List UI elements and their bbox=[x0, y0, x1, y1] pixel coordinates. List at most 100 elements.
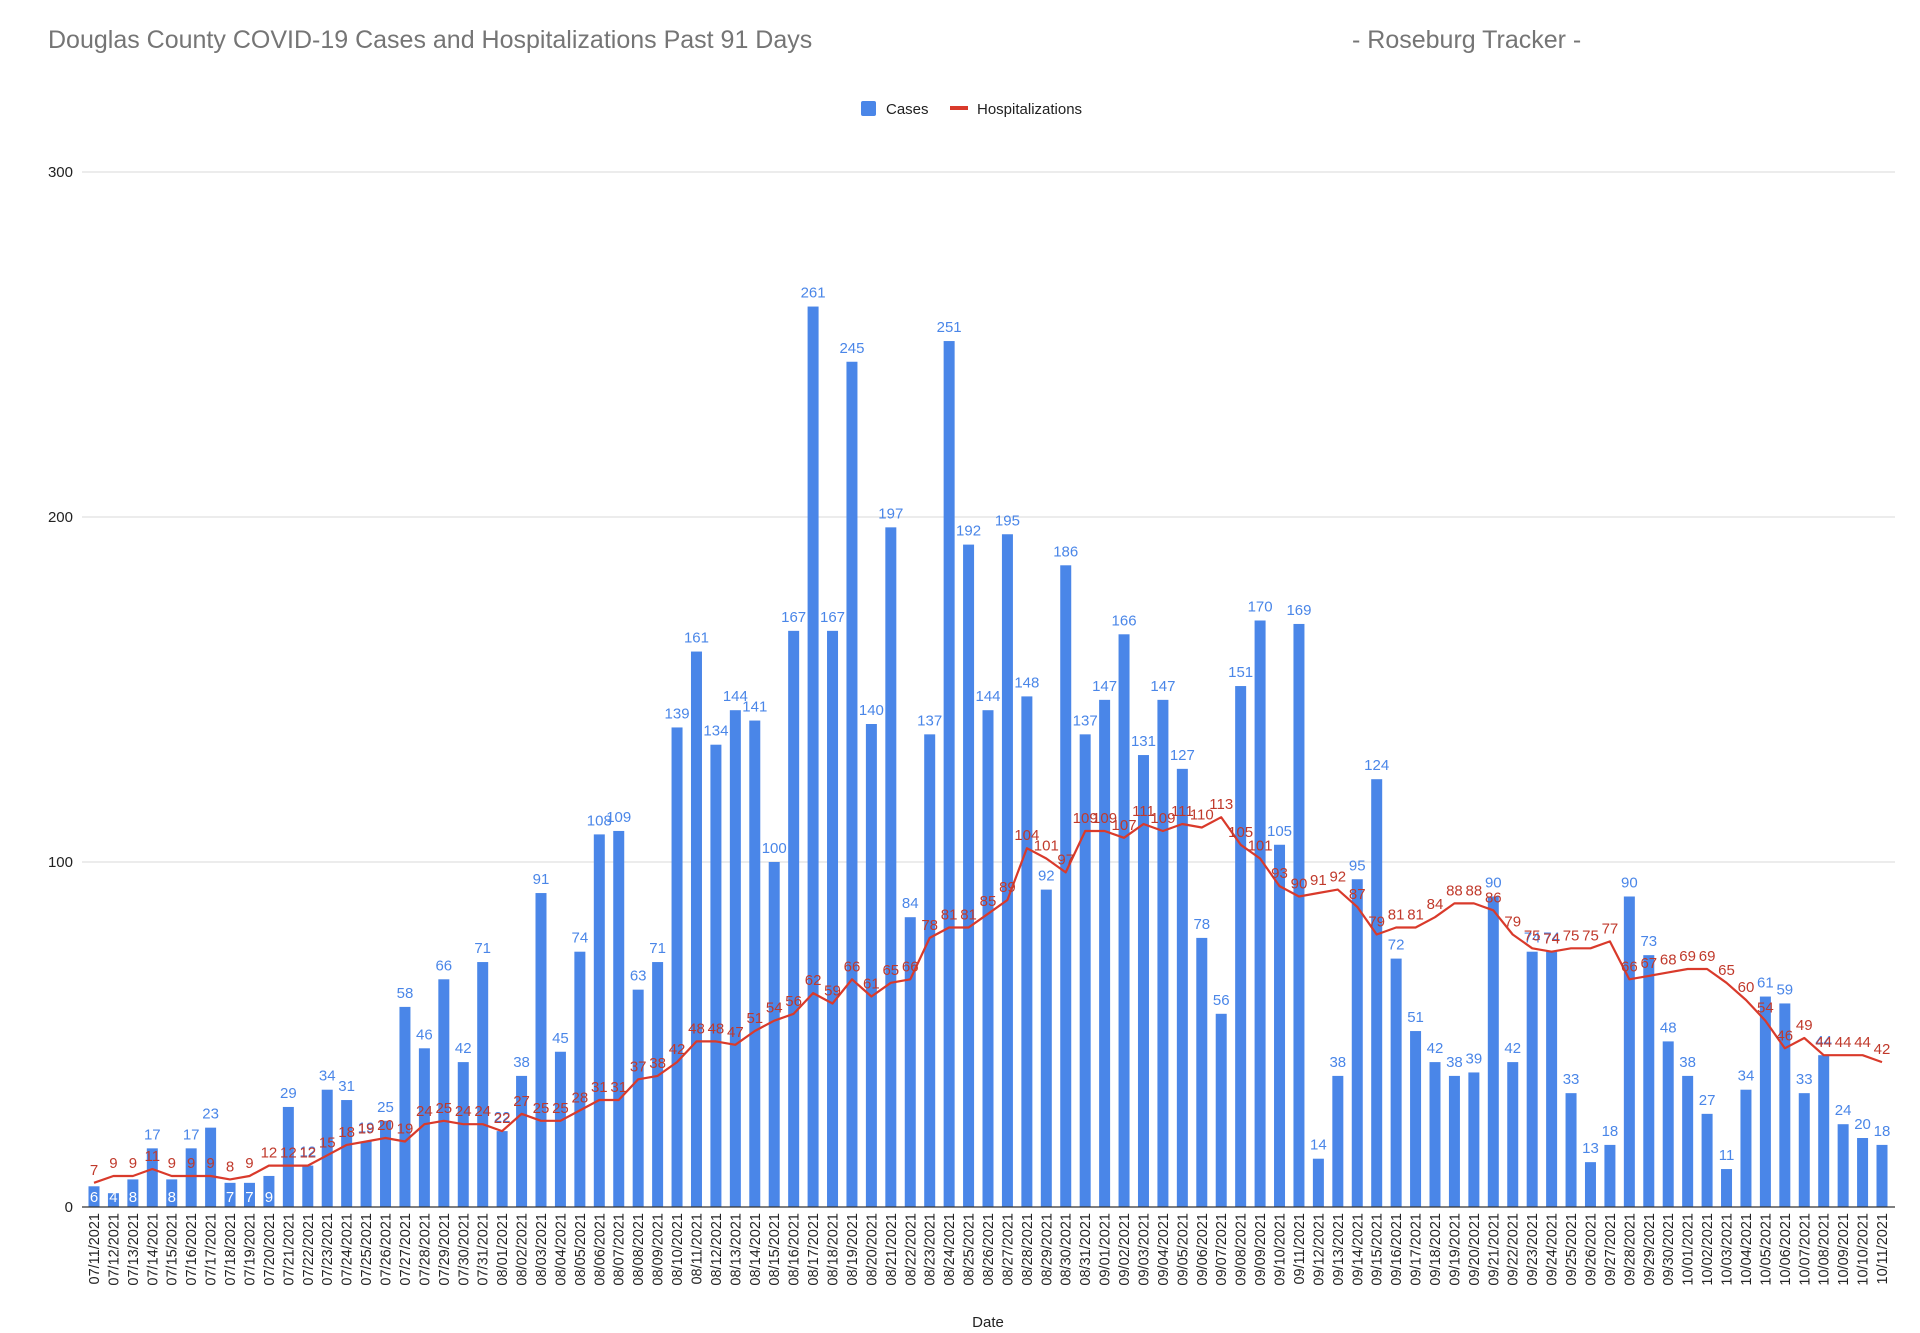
x-tick-label: 08/03/2021 bbox=[534, 1213, 550, 1286]
cases-data-label: 108 bbox=[587, 812, 612, 829]
cases-bars bbox=[88, 306, 1888, 1207]
cases-bar bbox=[1526, 951, 1538, 1207]
legend: Cases Hospitalizations bbox=[861, 101, 1082, 118]
x-tick-label: 08/31/2021 bbox=[1078, 1213, 1094, 1286]
cases-bar bbox=[1235, 686, 1247, 1207]
cases-bar bbox=[418, 1048, 430, 1207]
cases-data-label: 140 bbox=[859, 702, 884, 719]
cases-data-label: 51 bbox=[1407, 1009, 1424, 1026]
hospitalizations-data-label: 9 bbox=[168, 1155, 176, 1172]
x-tick-label: 07/27/2021 bbox=[398, 1213, 414, 1286]
cases-data-label: 91 bbox=[533, 871, 550, 888]
hospitalizations-data-label: 12 bbox=[280, 1145, 297, 1162]
hospitalizations-data-label: 11 bbox=[145, 1148, 161, 1165]
cases-bar bbox=[827, 630, 839, 1207]
x-tick-label: 09/27/2021 bbox=[1603, 1213, 1619, 1286]
cases-bar bbox=[477, 962, 489, 1207]
cases-data-label: 92 bbox=[1038, 868, 1055, 885]
cases-data-label: 131 bbox=[1131, 733, 1156, 750]
hospitalizations-data-label: 25 bbox=[533, 1100, 550, 1117]
hospitalizations-data-label: 9 bbox=[129, 1155, 137, 1172]
cases-bar bbox=[1118, 634, 1130, 1207]
chart-title: Douglas County COVID-19 Cases and Hospit… bbox=[48, 26, 812, 54]
hospitalizations-data-label: 15 bbox=[319, 1134, 336, 1151]
x-tick-label: 09/15/2021 bbox=[1370, 1213, 1386, 1286]
hospitalizations-data-label: 92 bbox=[1329, 869, 1346, 886]
cases-bar bbox=[107, 1193, 119, 1207]
cases-bar bbox=[1215, 1013, 1227, 1207]
hospitalizations-data-label: 49 bbox=[1796, 1017, 1813, 1034]
cases-data-label: 38 bbox=[1329, 1054, 1346, 1071]
cases-bar bbox=[496, 1131, 508, 1207]
hospitalizations-data-label: 66 bbox=[902, 958, 919, 975]
hospitalizations-data-label: 93 bbox=[1271, 865, 1288, 882]
cases-data-label: 42 bbox=[1427, 1040, 1444, 1057]
y-tick-label: 200 bbox=[48, 509, 73, 526]
hospitalizations-data-label: 25 bbox=[552, 1100, 569, 1117]
hospitalizations-data-label: 97 bbox=[1057, 851, 1074, 868]
cases-bar bbox=[1060, 565, 1072, 1207]
cases-bar bbox=[1001, 534, 1013, 1207]
x-tick-label: 09/30/2021 bbox=[1661, 1213, 1677, 1286]
hospitalizations-data-label: 88 bbox=[1466, 882, 1483, 899]
x-tick-label: 08/07/2021 bbox=[612, 1213, 628, 1286]
cases-bar bbox=[574, 951, 586, 1207]
hospitalizations-data-label: 48 bbox=[688, 1020, 705, 1037]
hospitalizations-data-label: 61 bbox=[863, 976, 880, 993]
x-tick-label: 09/23/2021 bbox=[1525, 1213, 1541, 1286]
cases-data-label: 48 bbox=[1660, 1019, 1677, 1036]
y-axis-ticks: 0 100 200 300 bbox=[48, 164, 73, 1216]
cases-bar bbox=[963, 544, 975, 1207]
x-tick-label: 10/04/2021 bbox=[1739, 1213, 1755, 1286]
cases-data-label: 63 bbox=[630, 968, 647, 985]
cases-bar bbox=[438, 979, 450, 1207]
cases-data-label: 46 bbox=[416, 1026, 433, 1043]
cases-data-label: 74 bbox=[1524, 930, 1541, 947]
cases-bar bbox=[1371, 779, 1383, 1207]
x-axis-label: Date bbox=[972, 1314, 1004, 1331]
cases-data-label: 73 bbox=[1640, 933, 1657, 950]
hospitalizations-data-label: 66 bbox=[844, 958, 861, 975]
hospitalizations-data-label: 9 bbox=[187, 1155, 195, 1172]
legend-hospitalizations-label: Hospitalizations bbox=[977, 101, 1082, 118]
hospitalizations-data-label: 42 bbox=[669, 1041, 686, 1058]
cases-data-label: 31 bbox=[338, 1078, 355, 1095]
x-tick-label: 07/17/2021 bbox=[204, 1213, 220, 1286]
hospitalizations-data-label: 75 bbox=[1563, 927, 1580, 944]
cases-bar bbox=[88, 1186, 100, 1207]
hospitalizations-data-label: 105 bbox=[1228, 824, 1253, 841]
hospitalizations-data-label: 44 bbox=[1854, 1034, 1871, 1051]
cases-data-label: 137 bbox=[1073, 712, 1098, 729]
hospitalizations-data-label: 75 bbox=[1524, 927, 1541, 944]
x-tick-label: 09/03/2021 bbox=[1136, 1213, 1152, 1286]
cases-bar bbox=[1837, 1124, 1849, 1207]
x-tick-label: 07/23/2021 bbox=[320, 1213, 336, 1286]
x-tick-label: 08/28/2021 bbox=[1020, 1213, 1036, 1286]
cases-data-label: 42 bbox=[1504, 1040, 1521, 1057]
x-tick-label: 08/06/2021 bbox=[592, 1213, 608, 1286]
cases-bar bbox=[613, 830, 625, 1207]
cases-data-label: 13 bbox=[1582, 1140, 1599, 1157]
cases-data-label: 34 bbox=[319, 1068, 336, 1085]
y-tick-label: 0 bbox=[65, 1199, 73, 1216]
hospitalizations-data-label: 65 bbox=[1718, 962, 1735, 979]
cases-data-label: 44 bbox=[1815, 1033, 1832, 1050]
cases-data-label: 6 bbox=[90, 1189, 98, 1206]
cases-data-label: 186 bbox=[1053, 543, 1078, 560]
hospitalizations-data-label: 109 bbox=[1073, 810, 1098, 827]
cases-data-label: 66 bbox=[435, 957, 452, 974]
x-tick-label: 09/10/2021 bbox=[1273, 1213, 1289, 1286]
cases-data-label: 19 bbox=[358, 1119, 375, 1136]
x-tick-label: 08/23/2021 bbox=[923, 1213, 939, 1286]
cases-bar bbox=[1857, 1138, 1869, 1207]
hospitalizations-data-label: 31 bbox=[591, 1079, 608, 1096]
cases-bar bbox=[846, 361, 858, 1207]
cases-data-label: 42 bbox=[455, 1040, 472, 1057]
cases-data-label: 71 bbox=[649, 940, 666, 957]
cases-data-label: 147 bbox=[1150, 678, 1175, 695]
hospitalizations-data-label: 8 bbox=[226, 1158, 234, 1175]
x-tick-label: 09/05/2021 bbox=[1175, 1213, 1191, 1286]
cases-data-label: 169 bbox=[1286, 602, 1311, 619]
hospitalizations-data-label: 81 bbox=[941, 907, 958, 924]
